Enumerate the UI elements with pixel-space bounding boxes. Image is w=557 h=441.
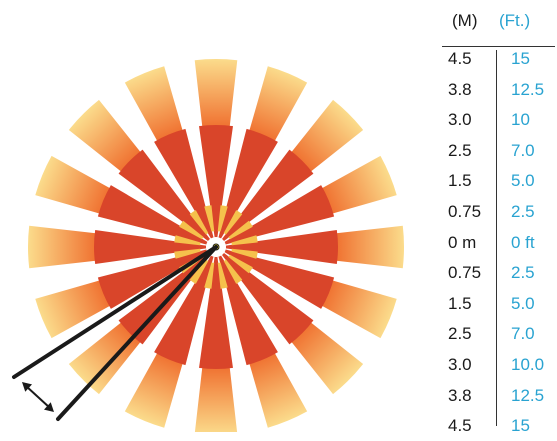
scale-row: 0 m 0 ft (440, 228, 557, 258)
spray-angle-indicator (12, 245, 218, 421)
feet-value: 15 (511, 49, 530, 68)
inner-petal (228, 220, 253, 240)
inner-petal (217, 205, 228, 232)
coverage-pattern-diagram (12, 58, 405, 432)
inner-petal (174, 248, 201, 259)
outer-ray (312, 277, 397, 339)
red-ray (199, 125, 233, 238)
red-ray (97, 185, 208, 245)
arrow-head (22, 382, 33, 392)
scale-row: 4.5 15 (440, 44, 557, 74)
red-ray (222, 253, 314, 345)
outer-ray (124, 66, 186, 151)
meters-value: 0 m (448, 232, 477, 252)
outer-ray (68, 315, 148, 395)
inner-petal (179, 220, 204, 240)
red-ray (218, 255, 278, 366)
scale-row: 3.8 12.5 (440, 381, 557, 411)
outer-ray (312, 155, 397, 217)
inner-petal (223, 259, 243, 284)
meters-value: 3.0 (448, 355, 472, 374)
feet-column-header: (Ft.) (499, 11, 531, 30)
inner-petal (189, 259, 209, 284)
angle-line-right (56, 245, 218, 421)
meters-value: 4.5 (448, 49, 472, 68)
red-ray (93, 230, 207, 264)
inner-petal (223, 210, 243, 235)
feet-value: 12.5 (511, 385, 545, 405)
meters-value: 4.5 (448, 416, 472, 436)
inner-petal (231, 248, 258, 259)
outer-ray (246, 343, 308, 428)
meters-value: 0.75 (448, 263, 482, 283)
red-ray (218, 128, 278, 239)
meters-value: 3.8 (448, 79, 472, 99)
inner-petal (217, 262, 228, 289)
inner-petal (204, 205, 215, 232)
red-ray (225, 230, 338, 264)
scale-row: 0.75 2.5 (440, 197, 557, 227)
outer-ray (284, 315, 364, 395)
red-ray (154, 255, 214, 366)
red-ray (154, 128, 214, 239)
meters-value: 3.8 (448, 385, 472, 405)
feet-value: 5.0 (511, 293, 535, 313)
scale-row: 0.75 2.5 (440, 258, 557, 288)
feet-value: 10 (511, 110, 530, 130)
scale-row: 3.0 10.0 (440, 350, 557, 380)
outer-ray (194, 58, 238, 138)
feet-value: 5.0 (511, 171, 535, 191)
meters-value: 0.75 (448, 202, 482, 221)
red-ray (222, 149, 314, 241)
scale-row: 3.0 10 (440, 105, 557, 135)
meters-value: 1.5 (448, 293, 472, 313)
inner-petal (189, 210, 209, 235)
scale-row: 2.5 7.0 (440, 136, 557, 166)
inner-petal (228, 254, 253, 274)
feet-value: 10.0 (511, 355, 545, 374)
angle-line-left (12, 245, 218, 379)
red-ray (118, 149, 210, 241)
scale-row: 1.5 5.0 (440, 166, 557, 196)
feet-value: 2.5 (511, 263, 535, 283)
outer-ray (194, 356, 238, 432)
scale-row: 4.5 15 (440, 411, 557, 441)
red-ray (224, 185, 335, 245)
inner-petal (204, 262, 215, 289)
meters-value: 2.5 (448, 324, 472, 344)
outer-ray (27, 225, 107, 269)
feet-value: 7.0 (511, 324, 535, 344)
distance-scale-table: (M) (Ft.) 4.5 15 3.8 12.5 3.0 10 2.5 7.0 1.5 5.0 0… (440, 0, 557, 435)
feet-value: 7.0 (511, 140, 535, 160)
arrow-head (43, 402, 54, 412)
outer-pattern-rays (27, 58, 405, 432)
outer-ray (68, 99, 148, 179)
outer-ray (35, 277, 120, 339)
angle-arrow-shaft (25, 385, 51, 409)
red-ray (224, 249, 335, 309)
inner-petal (174, 235, 201, 246)
outer-ray (284, 99, 364, 179)
red-ray (97, 249, 208, 309)
outer-ray (124, 343, 186, 428)
meters-value: 3.0 (448, 110, 472, 130)
scale-row: 1.5 5.0 (440, 289, 557, 319)
outer-ray (325, 225, 405, 269)
middle-pattern-rays (93, 125, 338, 369)
red-ray (199, 256, 233, 369)
column-divider (496, 50, 497, 426)
meters-value: 1.5 (448, 171, 472, 191)
outer-ray (246, 66, 308, 151)
feet-value: 0 ft (511, 232, 535, 252)
outer-ray (35, 155, 120, 217)
header-divider (442, 46, 555, 47)
meters-value: 2.5 (448, 140, 472, 160)
meters-column-header: (M) (452, 11, 478, 30)
scale-row: 2.5 7.0 (440, 319, 557, 349)
feet-value: 15 (511, 416, 530, 436)
feet-value: 2.5 (511, 202, 535, 221)
feet-value: 12.5 (511, 79, 545, 99)
scale-row: 3.8 12.5 (440, 75, 557, 105)
inner-petal (231, 235, 258, 246)
